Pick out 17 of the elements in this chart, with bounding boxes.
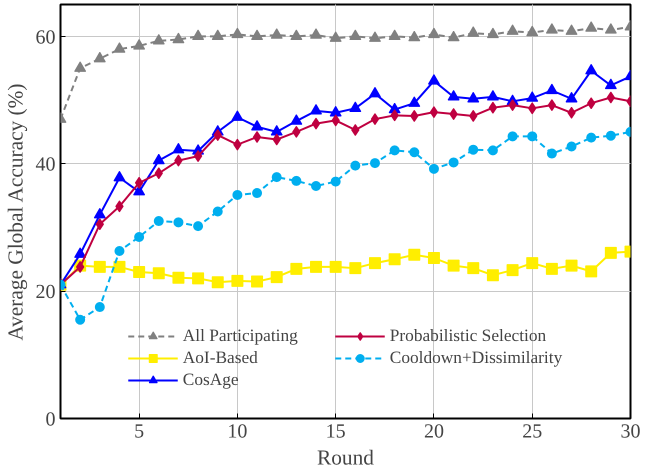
y-tick-label: 40 [36,154,56,176]
legend-label: All Participating [182,326,299,346]
x-tick-label: 25 [522,420,542,442]
legend-label: Cooldown+Dissimilarity [390,348,562,368]
y-tick-label: 0 [46,408,56,430]
y-tick-label: 60 [36,26,56,48]
legend-label: CosAge [182,370,240,390]
legend-label: AoI-Based [182,348,259,368]
legend-label: Probabilistic Selection [390,326,546,346]
x-tick-label: 10 [227,420,248,442]
x-tick-label: 20 [424,420,444,442]
y-axis-title: Average Global Accuracy (%) [4,83,28,341]
y-tick-label: 20 [36,281,56,304]
x-tick-label: 30 [620,420,640,442]
x-axis-title: Round [317,446,374,470]
x-tick-label: 5 [134,420,144,442]
x-tick-label: 15 [326,420,346,442]
